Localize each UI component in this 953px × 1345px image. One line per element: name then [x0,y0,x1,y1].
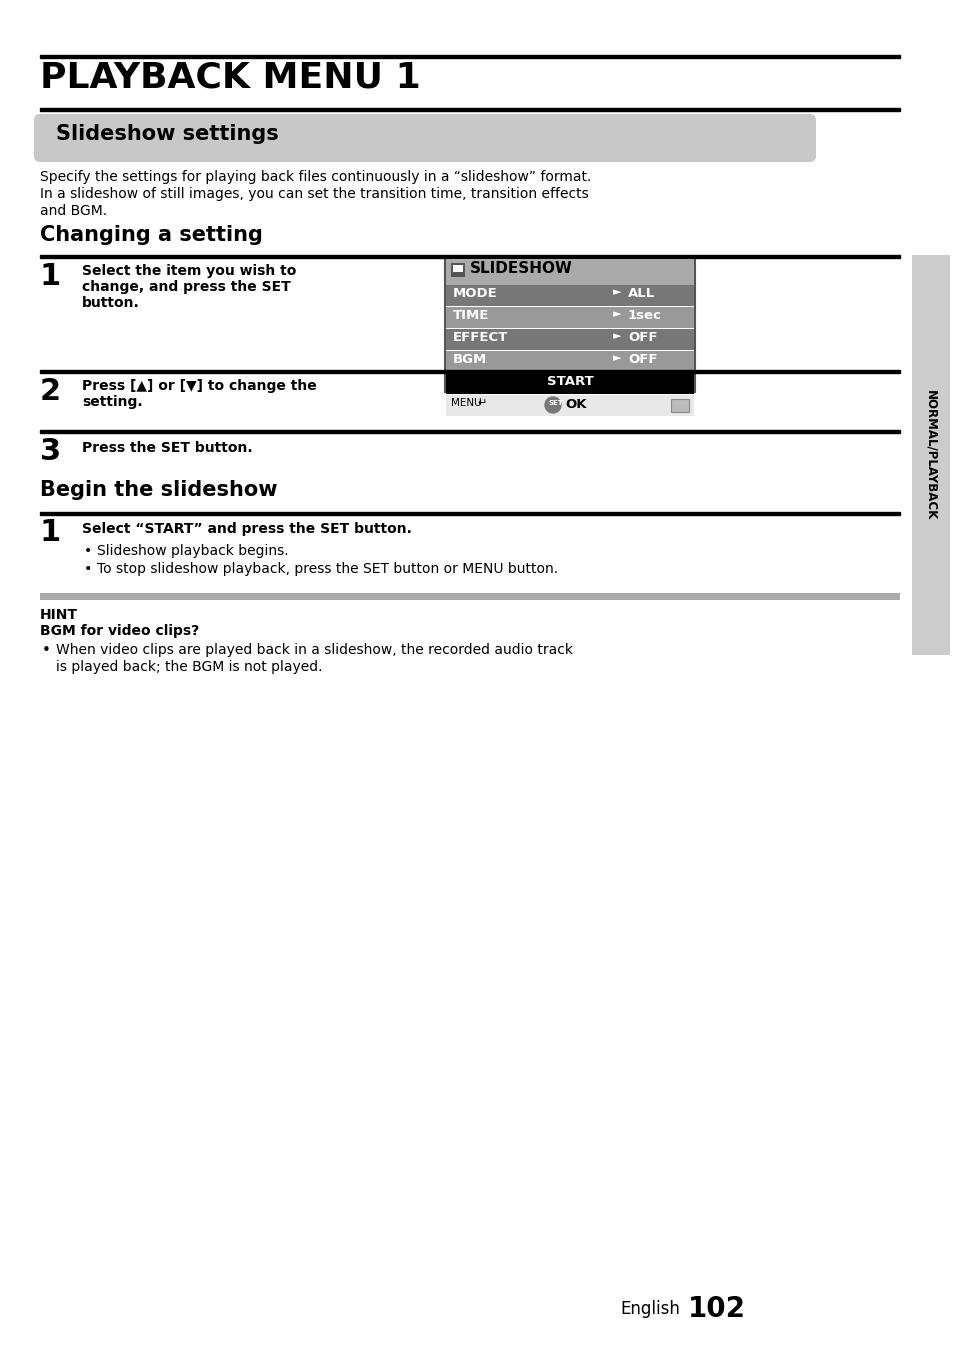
Text: 102: 102 [687,1295,745,1323]
Bar [446,285,693,307]
Bar [40,593,899,600]
Bar [446,395,693,416]
Bar [40,256,899,257]
Text: When video clips are played back in a slideshow, the recorded audio track: When video clips are played back in a sl… [56,643,573,656]
Bar [444,258,695,391]
Text: TIME: TIME [453,309,489,321]
Text: 1sec: 1sec [627,309,661,321]
Text: 3: 3 [40,437,61,465]
FancyBboxPatch shape [34,114,815,161]
Text: OFF: OFF [627,352,657,366]
Text: English: English [619,1301,679,1318]
Text: ALL: ALL [627,286,655,300]
Bar [446,307,693,328]
Text: ►: ► [613,331,620,342]
Text: SLIDESHOW: SLIDESHOW [470,261,572,276]
Text: Specify the settings for playing back files continuously in a “slideshow” format: Specify the settings for playing back fi… [40,169,591,184]
Text: MODE: MODE [453,286,497,300]
Bar [446,260,693,285]
Text: BGM for video clips?: BGM for video clips? [40,624,199,638]
Text: Begin the slideshow: Begin the slideshow [40,480,277,500]
Text: Changing a setting: Changing a setting [40,225,263,245]
Bar [670,399,688,412]
Bar [40,55,899,58]
Text: NORMAL/PLAYBACK: NORMAL/PLAYBACK [923,390,937,521]
Text: change, and press the SET: change, and press the SET [82,280,291,295]
Text: is played back; the BGM is not played.: is played back; the BGM is not played. [56,660,322,674]
Text: and BGM.: and BGM. [40,204,107,218]
Bar [40,512,899,515]
Text: •: • [84,543,92,558]
Text: 1: 1 [40,262,61,291]
Text: Slideshow settings: Slideshow settings [56,124,278,144]
Text: 1: 1 [40,518,61,547]
Text: setting.: setting. [82,395,143,409]
Bar [40,370,899,373]
Text: 2: 2 [40,377,61,406]
Text: Select “START” and press the SET button.: Select “START” and press the SET button. [82,522,412,537]
Text: button.: button. [82,296,139,309]
Text: Press the SET button.: Press the SET button. [82,441,253,455]
Text: BGM: BGM [453,352,487,366]
Text: OK: OK [564,398,586,412]
Text: HINT: HINT [40,608,78,621]
Bar [451,264,464,277]
Text: ►: ► [613,286,620,297]
Text: START: START [546,375,593,387]
Text: •: • [84,562,92,576]
Text: In a slideshow of still images, you can set the transition time, transition effe: In a slideshow of still images, you can … [40,187,588,200]
Bar [446,330,693,350]
Circle shape [544,397,560,413]
Bar [446,351,693,373]
Bar [40,430,899,433]
Text: PLAYBACK MENU 1: PLAYBACK MENU 1 [40,61,420,94]
Text: OFF: OFF [627,331,657,344]
Bar [446,373,693,394]
Text: Press [▲] or [▼] to change the: Press [▲] or [▼] to change the [82,379,316,393]
Text: •: • [42,643,51,658]
Text: Select the item you wish to: Select the item you wish to [82,264,296,278]
Text: SET: SET [548,399,563,406]
Text: ►: ► [613,309,620,319]
Text: ►: ► [613,352,620,363]
Text: EFFECT: EFFECT [453,331,508,344]
Text: MENU: MENU [451,398,481,408]
Text: Slideshow playback begins.: Slideshow playback begins. [97,543,289,558]
Text: ↵: ↵ [476,398,486,408]
Text: To stop slideshow playback, press the SET button or MENU button.: To stop slideshow playback, press the SE… [97,562,558,576]
Bar [40,108,899,112]
Bar [911,256,949,655]
Bar [453,265,462,272]
